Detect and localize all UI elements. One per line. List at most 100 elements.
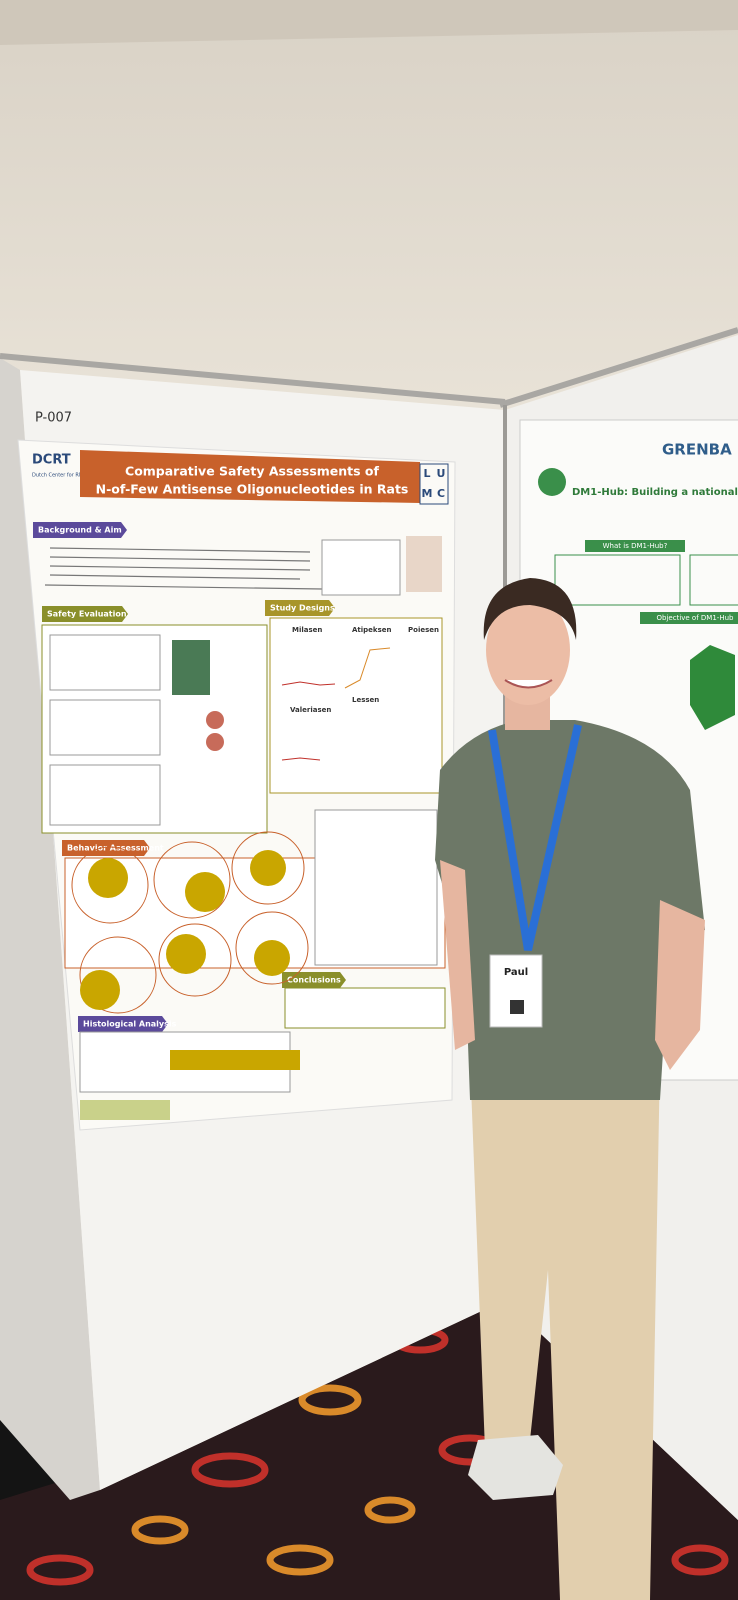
side-title: DM1-Hub: Building a national Hub for Myo… <box>572 487 738 498</box>
table <box>314 809 438 966</box>
hair <box>483 578 577 640</box>
person: Paul <box>435 578 705 1600</box>
section-tag <box>33 522 127 538</box>
graph-line <box>281 757 321 761</box>
circle-outline <box>153 841 231 919</box>
portrait <box>406 536 442 592</box>
panel-title: Atipeksen <box>352 626 391 634</box>
board-frame <box>0 353 506 405</box>
side-heading-bar <box>640 612 738 624</box>
timeline <box>49 764 161 826</box>
circle <box>185 872 225 912</box>
section-tag <box>78 1016 168 1032</box>
lumc-logo: L U M C <box>419 463 449 505</box>
side-map <box>690 645 735 730</box>
carpet-ring <box>26 1554 94 1586</box>
trousers <box>470 1060 660 1600</box>
circle-outline <box>71 846 149 924</box>
side-box <box>689 554 738 606</box>
conclusions-box <box>284 987 446 1029</box>
board-frame <box>499 327 738 408</box>
organ <box>206 733 224 751</box>
arm <box>440 860 475 1050</box>
badge-name: Paul <box>504 967 528 978</box>
badge <box>489 954 543 1028</box>
panel-box <box>269 617 443 794</box>
circle-outline <box>79 936 157 1014</box>
lumc-letter: L <box>423 467 430 480</box>
section-tag <box>265 600 335 616</box>
text-line <box>49 565 311 571</box>
section-title: Conclusions <box>287 976 341 985</box>
panel-title: Lessen <box>352 696 379 704</box>
lanyard <box>488 724 582 951</box>
poster-title: Comparative Safety Assessments of <box>125 464 380 479</box>
timeline <box>49 634 161 691</box>
circle-outline <box>231 831 305 905</box>
carpet-ring <box>191 1452 269 1488</box>
text-line <box>49 556 311 562</box>
section-title: Histological Analysis <box>83 1020 177 1029</box>
section-tags: Background & Aim Safety Evaluation Study… <box>33 522 346 1032</box>
graph-line <box>344 647 391 689</box>
text-line <box>49 574 301 580</box>
lumc-letter: M <box>422 487 433 500</box>
carpet-ring <box>266 1544 334 1576</box>
poster-logo: DCRT <box>32 453 71 468</box>
side-heading: Objective of DM1-Hub <box>657 614 734 622</box>
lumc-box <box>419 463 449 505</box>
table <box>321 539 401 596</box>
arm <box>655 900 705 1070</box>
section-tag <box>62 840 150 856</box>
side-brand: GRENBA <box>662 441 732 459</box>
circle-outline <box>158 923 232 997</box>
section-tag <box>282 972 346 988</box>
circle <box>250 850 286 886</box>
side-box <box>554 554 681 606</box>
safety-panel <box>41 624 268 834</box>
circle <box>88 858 128 898</box>
cage <box>172 640 210 695</box>
section-tag <box>42 606 128 622</box>
head <box>486 595 570 705</box>
poster-title: N-of-Few Antisense Oligonucleotides in R… <box>96 482 409 497</box>
title-banner <box>80 450 420 503</box>
ceiling <box>0 0 738 45</box>
graph-line <box>281 681 336 686</box>
text-line <box>49 547 311 553</box>
carpet-ring <box>364 1496 416 1524</box>
side-heading: What is DM1-Hub? <box>603 542 668 550</box>
carpet-pattern <box>26 1326 729 1586</box>
board-label: P-007 <box>35 411 72 426</box>
carpet-ring <box>131 1515 189 1545</box>
circle <box>254 940 290 976</box>
section-title: Safety Evaluation <box>47 610 127 619</box>
board-edge <box>0 358 100 1500</box>
carpet-ring <box>298 1384 362 1416</box>
organ <box>206 711 224 729</box>
footer-band <box>80 1100 170 1120</box>
section-title: Behavior Assessment <box>67 844 164 853</box>
lumc-letter: C <box>437 487 445 500</box>
circle <box>166 934 206 974</box>
shoe <box>468 1435 563 1500</box>
carpet-ring <box>671 1544 729 1576</box>
qr-code <box>510 1000 524 1014</box>
study-panel: Milasen Atipeksen Poiesen Valeriasen Les… <box>269 617 443 794</box>
poster-logo-sub: Dutch Center for RNA Therapeutics <box>32 473 121 479</box>
circle <box>80 970 120 1010</box>
section-title: Study Designs <box>270 604 335 613</box>
panel-title: Valeriasen <box>290 706 331 714</box>
footer-band <box>170 1050 300 1070</box>
panel-title: Poiesen <box>408 626 439 634</box>
circle-outline <box>235 911 309 985</box>
section-title: Background & Aim <box>38 526 122 535</box>
panel-title: Milasen <box>292 626 322 634</box>
lumc-letter: U <box>437 467 446 480</box>
side-logo <box>538 468 566 496</box>
timeline <box>49 699 161 756</box>
smile <box>504 679 553 689</box>
side-heading-bar <box>585 540 685 552</box>
